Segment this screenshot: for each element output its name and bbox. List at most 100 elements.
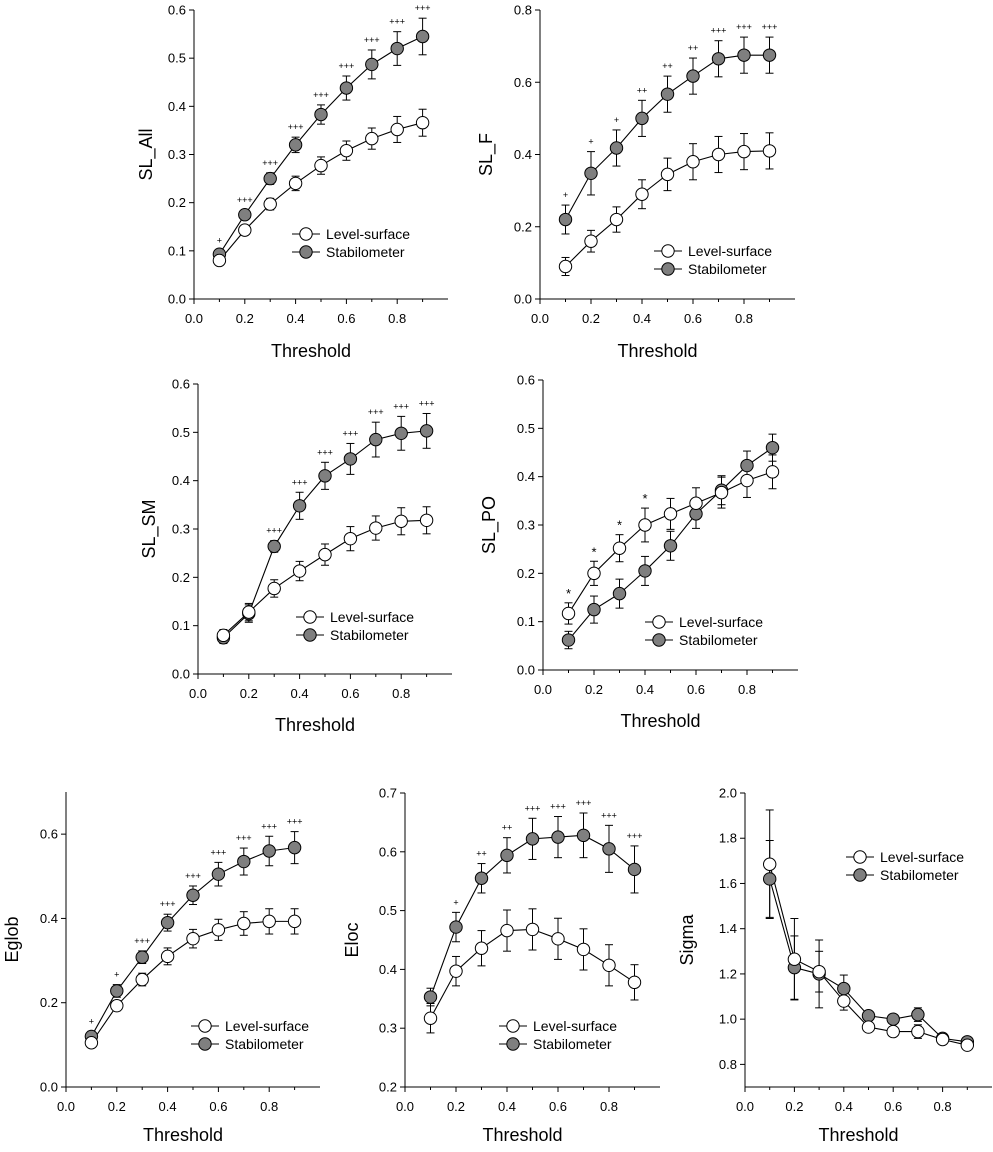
significance-marker: ++ [688, 43, 699, 53]
data-point-level-surface [84, 1036, 99, 1050]
x-tick-label: 0.6 [209, 1099, 227, 1114]
data-point-level-surface [886, 1024, 900, 1039]
data-point-stabilometer [762, 48, 777, 62]
legend-label: Level-surface [880, 849, 964, 865]
significance-marker: + [614, 115, 619, 125]
significance-marker: +++ [266, 526, 282, 536]
y-tick-label: 0.3 [517, 518, 535, 533]
y-tick-label: 0.4 [168, 99, 186, 114]
y-tick-label: 0.5 [168, 51, 186, 66]
chart-eloc: 0.2 0.3 0.4 0.5 0.6 0.7 0.0 0.2 0.4 0.6 0.8 Thresho… [342, 786, 660, 1145]
y-tick-label: 1.6 [719, 876, 737, 891]
data-point-level-surface [627, 975, 642, 990]
y-axis-title: Eglob [2, 916, 22, 962]
x-tick-label: 0.8 [738, 682, 756, 697]
y-tick-label: 0.1 [172, 618, 190, 633]
data-point-level-surface [576, 942, 591, 957]
data-point-level-surface [561, 606, 576, 621]
data-point-stabilometer [287, 840, 302, 855]
y-tick-label: 2.0 [719, 786, 737, 801]
significance-marker: +++ [601, 810, 617, 820]
y-tick-label: 0.0 [514, 292, 532, 307]
data-point-level-surface [211, 923, 226, 937]
legend-marker-level-surface [303, 610, 317, 624]
significance-marker: + [89, 1016, 94, 1026]
significance-marker: +++ [393, 401, 409, 411]
y-tick-label: 0.4 [517, 469, 535, 484]
significance-marker: +++ [261, 821, 277, 831]
legend-label: Stabilometer [225, 1036, 304, 1052]
data-point-level-surface [663, 507, 678, 521]
data-point-stabilometer [135, 950, 149, 964]
data-point-level-surface [812, 964, 826, 979]
data-point-level-surface [419, 513, 434, 527]
data-point-stabilometer [474, 871, 489, 885]
y-tick-label: 0.3 [172, 522, 190, 537]
legend-label: Level-surface [225, 1018, 309, 1034]
data-point-level-surface [262, 914, 276, 929]
data-point-level-surface [911, 1024, 925, 1039]
x-tick-label: 0.0 [534, 682, 552, 697]
legend-label: Stabilometer [679, 632, 758, 648]
data-point-level-surface [314, 158, 328, 173]
legend-marker-stabilometer [303, 628, 317, 642]
significance-marker: ++ [476, 849, 487, 859]
data-point-level-surface [369, 521, 383, 535]
chart-sigma: 0.8 1.0 1.2 1.4 1.6 1.8 2.0 0.0 0.2 0.4 0.6 0.8 Thre… [677, 786, 992, 1145]
data-point-stabilometer [638, 564, 652, 578]
significance-marker: + [114, 970, 119, 980]
x-tick-label: 0.8 [392, 686, 410, 701]
data-point-level-surface [394, 514, 408, 528]
x-tick-label: 0.2 [236, 311, 254, 326]
significance-marker: +++ [343, 428, 359, 438]
data-point-level-surface [714, 485, 729, 500]
y-tick-label: 0.5 [172, 425, 190, 440]
data-point-stabilometer [292, 499, 307, 513]
data-point-level-surface [267, 581, 281, 596]
data-point-stabilometer [602, 842, 616, 856]
data-point-level-surface [343, 531, 358, 546]
x-axis-title: Threshold [271, 341, 351, 361]
data-point-stabilometer [627, 862, 642, 877]
y-tick-label: 0.2 [168, 195, 186, 210]
y-tick-label: 0.4 [514, 147, 532, 162]
legend-marker-stabilometer [661, 262, 675, 276]
data-point-level-surface [423, 1011, 438, 1025]
data-point-stabilometer [419, 424, 434, 438]
significance-marker: * [617, 518, 622, 533]
data-point-stabilometer [612, 586, 627, 601]
significance-marker: * [566, 586, 571, 601]
data-point-level-surface [288, 176, 303, 191]
data-point-stabilometer [861, 1009, 876, 1023]
data-point-stabilometer [911, 1007, 925, 1022]
data-point-level-surface [861, 1020, 876, 1034]
significance-marker: +++ [762, 22, 778, 32]
data-point-level-surface [960, 1038, 974, 1052]
data-point-level-surface [287, 914, 302, 929]
x-tick-label: 0.0 [57, 1099, 75, 1114]
data-point-stabilometer [837, 981, 851, 996]
x-tick-label: 0.6 [337, 311, 355, 326]
data-point-level-surface [711, 147, 726, 162]
data-point-level-surface [584, 234, 598, 248]
significance-marker: + [563, 190, 568, 200]
data-point-stabilometer [369, 432, 383, 447]
x-tick-label: 0.4 [498, 1099, 516, 1114]
data-point-stabilometer [886, 1012, 900, 1026]
data-point-stabilometer [576, 828, 591, 843]
significance-marker: ++ [502, 823, 513, 833]
y-tick-label: 0.6 [514, 75, 532, 90]
y-axis-title: Eloc [342, 922, 362, 957]
data-point-level-surface [415, 116, 430, 130]
data-point-stabilometer [211, 867, 226, 881]
x-tick-label: 0.8 [600, 1099, 618, 1114]
significance-marker: + [217, 235, 222, 245]
data-point-stabilometer [318, 469, 332, 483]
x-tick-label: 0.4 [636, 682, 654, 697]
significance-marker: +++ [236, 833, 252, 843]
data-point-stabilometer [238, 208, 252, 222]
data-point-level-surface [500, 923, 514, 938]
legend-label: Stabilometer [326, 244, 405, 260]
data-point-level-surface [449, 964, 463, 978]
y-tick-label: 0.1 [517, 614, 535, 629]
